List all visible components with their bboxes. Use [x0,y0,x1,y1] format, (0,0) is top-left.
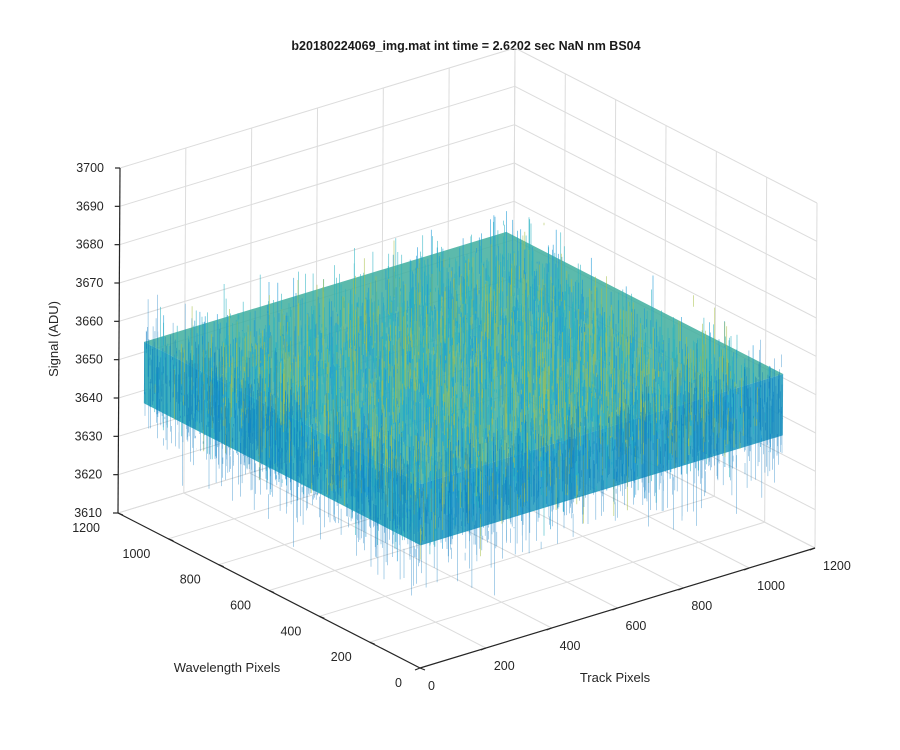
x-tick-label: 600 [626,619,647,633]
y-tick-mark [117,512,124,516]
y-tick-label: 0 [395,676,402,690]
grid-line [119,162,515,284]
grid-line [369,521,765,643]
y-tick-label: 400 [280,624,301,638]
grid-line [119,47,516,169]
x-tick-label: 400 [560,639,581,653]
z-tick-label: 3700 [76,161,104,175]
z-tick-label: 3650 [75,353,103,367]
y-tick-label: 200 [331,650,352,664]
y-tick-mark [369,641,375,645]
grid-line [119,124,515,246]
y-tick-mark [218,564,224,568]
grid-line [183,147,187,494]
x-tick-mark [480,647,487,651]
z-axis-label: Signal (ADU) [46,301,61,377]
grid-line [513,200,817,357]
z-tick-label: 3680 [76,238,104,252]
y-tick-label: 800 [180,573,201,587]
axis-layer: 0 200 400 600 800 1000 1200 0 200 400 600 800 1000 12… [72,161,851,693]
z-tick-label: 3670 [76,276,104,290]
grid-line [119,85,515,207]
z-tick-label: 3690 [76,199,104,213]
x-tick-label: 0 [428,679,435,693]
y-axis-label: Wavelength Pixels [174,660,281,675]
x-tick-mark [743,567,750,571]
chart-title: b20180224069_img.mat int time = 2.6202 s… [291,39,640,53]
x-tick-mark [414,667,421,671]
y-tick-label: 600 [230,599,251,613]
x-tick-mark [678,587,684,591]
x-tick-label: 200 [494,659,515,673]
z-tick-label: 3630 [75,429,103,443]
grid-line [814,202,818,549]
z-tick-label: 3640 [75,391,103,405]
z-axis-line [117,167,121,514]
grid-line [118,200,515,322]
y-tick-mark [168,538,174,542]
x-axis-label: Track Pixels [580,670,651,685]
x-tick-mark [612,607,618,611]
y-tick-mark [419,667,426,671]
x-tick-label: 1000 [757,579,785,593]
z-tick-label: 3660 [75,314,103,328]
grid-line [514,85,818,242]
z-tick-label: 3610 [74,506,102,520]
y-tick-mark [319,615,325,619]
y-tick-label: 1200 [72,521,100,535]
grid-line [514,162,817,319]
x-tick-mark [809,547,816,551]
z-tick-label: 3620 [74,468,102,482]
y-tick-mark [268,589,275,594]
x-tick-label: 800 [691,599,712,613]
grid-line [514,47,818,204]
x-tick-label: 1200 [823,559,851,573]
x-tick-mark [546,627,552,631]
grid-line [514,124,817,281]
surface-layer [143,211,784,596]
surface-edge-fringe [144,294,784,596]
y-tick-label: 1000 [123,547,151,561]
